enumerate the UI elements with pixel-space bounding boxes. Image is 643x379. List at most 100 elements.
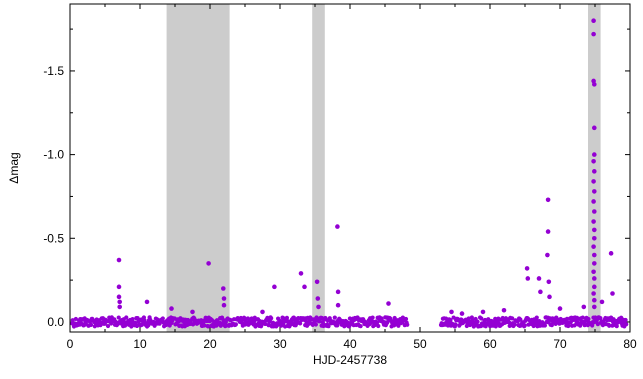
baseline-point — [73, 316, 78, 322]
data-point — [547, 294, 552, 300]
data-point — [206, 261, 211, 266]
baseline-point — [453, 322, 458, 327]
plot-frame — [69, 3, 631, 333]
data-point — [221, 286, 226, 291]
data-point — [272, 284, 277, 290]
y-tick-label: -1.0 — [43, 148, 64, 162]
baseline-point — [284, 315, 290, 320]
baseline-point — [403, 316, 409, 322]
data-point — [190, 309, 195, 315]
data-point — [144, 299, 150, 305]
data-point — [592, 82, 597, 87]
axis-ticks — [69, 4, 631, 332]
baseline-point — [624, 322, 629, 327]
data-point — [591, 219, 596, 224]
data-point — [546, 279, 552, 285]
x-tick-label: 20 — [203, 337, 217, 351]
data-point — [524, 266, 530, 271]
data-point — [591, 269, 596, 275]
x-tick-label: 10 — [133, 337, 147, 351]
data-point — [386, 301, 391, 306]
baseline-point — [376, 323, 381, 329]
baseline-point — [512, 322, 517, 327]
baseline-point — [534, 315, 539, 320]
baseline-point — [448, 317, 453, 323]
data-point — [545, 252, 550, 258]
baseline-point — [332, 315, 337, 320]
data-point — [610, 291, 615, 296]
baseline-point — [370, 315, 375, 320]
baseline-point — [598, 316, 603, 321]
data-point — [592, 209, 597, 214]
baseline-point — [249, 316, 254, 321]
baseline-point — [542, 323, 548, 328]
data-point — [592, 189, 597, 194]
baseline-point — [142, 318, 147, 323]
data-point — [221, 302, 227, 308]
data-point — [592, 169, 597, 174]
data-point — [592, 276, 597, 281]
data-point — [545, 197, 551, 203]
data-point — [545, 229, 551, 234]
baseline-point — [313, 322, 319, 327]
data-point — [298, 271, 304, 276]
baseline-point — [335, 323, 340, 328]
data-point — [260, 309, 265, 315]
data-point — [314, 279, 320, 285]
data-point — [536, 276, 542, 281]
baseline-point — [590, 323, 595, 328]
data-point — [591, 179, 596, 184]
data-point — [169, 306, 174, 311]
x-tick-label: 80 — [623, 337, 637, 351]
baseline-point — [623, 317, 628, 323]
data-point — [581, 304, 587, 310]
data-point — [525, 276, 531, 281]
y-axis-title: Δmag — [7, 152, 21, 183]
data-point — [591, 291, 596, 296]
x-tick-label: 50 — [413, 337, 427, 351]
baseline-point — [358, 324, 363, 329]
shaded-regions — [166, 4, 601, 332]
data-point — [315, 296, 321, 301]
data-point — [449, 309, 454, 315]
baseline-point — [203, 315, 208, 320]
baseline-point — [345, 320, 350, 325]
baseline-point — [483, 317, 488, 323]
x-tick-labels: 0 10 20 30 40 50 60 70 80 — [67, 337, 637, 351]
data-point — [501, 307, 507, 313]
baseline-point — [326, 324, 331, 329]
data-point — [592, 152, 597, 157]
data-point — [592, 227, 597, 233]
data-point — [117, 299, 122, 305]
baseline-point — [607, 323, 612, 328]
baseline-point — [129, 324, 134, 329]
data-point — [116, 294, 122, 300]
x-tick-label: 70 — [553, 337, 567, 351]
data-point — [459, 311, 465, 316]
data-point — [591, 244, 596, 249]
baseline-point — [116, 315, 121, 320]
baseline-point — [317, 319, 322, 324]
data-point — [335, 224, 340, 229]
baseline-point — [586, 316, 591, 322]
data-point — [592, 304, 597, 310]
x-tick-label: 60 — [483, 337, 497, 351]
baseline-point — [475, 319, 480, 324]
baseline-point — [522, 323, 527, 328]
baseline-point — [298, 321, 303, 326]
baseline-point — [252, 319, 257, 324]
data-point — [116, 284, 122, 290]
data-point — [591, 31, 596, 37]
baseline-point — [564, 316, 570, 321]
data-point — [592, 235, 597, 241]
shaded-region — [166, 4, 230, 332]
baseline-point — [466, 316, 471, 321]
data-point — [117, 304, 122, 310]
baseline-point — [374, 320, 380, 325]
baseline-point — [263, 321, 268, 327]
data-point — [480, 309, 486, 315]
baseline-point — [130, 317, 135, 322]
data-point — [302, 284, 307, 290]
data-point — [592, 261, 597, 266]
